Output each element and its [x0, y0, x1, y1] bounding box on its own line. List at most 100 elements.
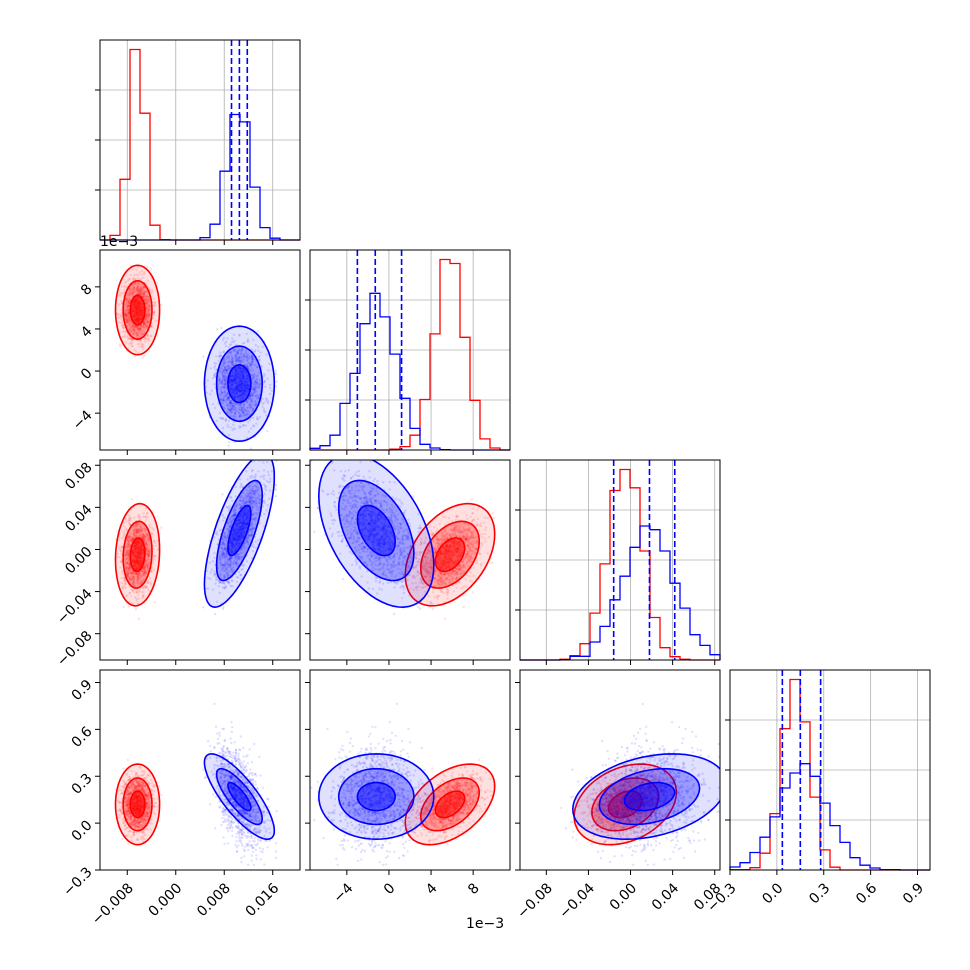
sample-point — [119, 315, 123, 319]
sample-point — [133, 348, 136, 351]
sample-point — [132, 314, 135, 318]
sample-point — [148, 307, 152, 311]
sample-point — [136, 318, 139, 321]
sample-point — [125, 319, 129, 323]
sample-point — [135, 334, 139, 337]
sample-point — [122, 605, 125, 609]
sample-point — [137, 316, 141, 320]
sample-point — [143, 292, 146, 295]
sample-point — [142, 322, 145, 325]
sample-point — [145, 296, 148, 299]
sample-point — [138, 307, 141, 310]
sample-point — [144, 299, 147, 302]
sample-point — [138, 326, 142, 329]
sample-point — [147, 300, 150, 303]
sample-point — [136, 286, 139, 289]
sample-point — [132, 313, 136, 316]
sample-point — [141, 286, 145, 289]
sample-point — [224, 390, 227, 394]
sample-point — [128, 323, 131, 327]
sample-point — [127, 304, 130, 307]
sample-point — [136, 311, 140, 314]
sample-point — [136, 313, 139, 317]
sample-point — [138, 310, 142, 313]
sample-point — [133, 315, 136, 319]
sample-point — [134, 288, 137, 291]
sample-point — [137, 315, 140, 319]
sample-point — [138, 288, 142, 292]
sample-point — [202, 355, 205, 358]
sample-point — [125, 321, 129, 324]
sample-point — [130, 329, 134, 333]
sample-point — [145, 311, 149, 314]
sample-point — [219, 387, 223, 390]
sample-point — [123, 284, 126, 288]
sample-point — [134, 301, 138, 304]
sample-point — [138, 273, 141, 276]
sample-point — [135, 310, 138, 313]
sample-point — [230, 357, 234, 361]
sample-point — [147, 308, 150, 311]
sample-point — [245, 413, 248, 416]
sample-point — [135, 306, 138, 309]
sample-point — [230, 404, 234, 407]
sample-point — [274, 385, 278, 388]
sample-point — [142, 293, 145, 296]
sample-point — [231, 404, 234, 407]
sample-point — [122, 288, 126, 292]
sample-point — [134, 607, 138, 611]
sample-point — [142, 320, 146, 323]
sample-point — [145, 317, 148, 321]
sample-point — [132, 312, 135, 315]
sample-point — [215, 355, 218, 358]
sample-point — [142, 322, 145, 325]
sample-point — [250, 391, 253, 395]
sample-point — [130, 325, 134, 329]
sample-point — [135, 305, 138, 308]
sample-point — [147, 299, 150, 303]
sample-point — [236, 360, 240, 363]
sample-point — [125, 321, 128, 324]
sample-point — [132, 304, 135, 307]
sample-point — [137, 318, 141, 321]
sample-point — [135, 319, 138, 323]
sample-point — [235, 376, 238, 379]
sample-point — [128, 323, 132, 326]
sample-point — [131, 292, 134, 295]
sample-point — [244, 385, 247, 388]
sample-point — [137, 309, 141, 312]
sample-point — [126, 319, 129, 323]
sample-point — [255, 416, 259, 419]
sample-point — [139, 332, 142, 335]
sample-point — [127, 322, 130, 326]
sample-point — [138, 306, 141, 309]
sample-point — [140, 291, 143, 295]
sample-point — [126, 312, 130, 315]
sample-point — [240, 375, 244, 378]
sample-point — [139, 310, 143, 313]
sample-point — [138, 301, 141, 305]
sample-point — [135, 318, 138, 322]
sample-point — [139, 308, 142, 311]
sample-point — [145, 301, 149, 305]
sample-point — [143, 285, 146, 289]
sample-point — [146, 300, 149, 303]
sample-point — [139, 312, 143, 315]
sample-point — [127, 321, 130, 324]
sample-point — [145, 325, 148, 328]
sample-point — [144, 295, 147, 298]
sample-point — [147, 318, 150, 321]
sample-point — [142, 348, 145, 351]
sample-point — [120, 321, 123, 325]
sample-point — [251, 356, 254, 359]
sample-point — [137, 320, 140, 323]
sample-point — [132, 314, 136, 318]
sample-point — [146, 320, 149, 323]
sample-point — [137, 266, 140, 269]
sample-point — [132, 315, 135, 319]
sample-point — [229, 375, 233, 378]
sample-point — [234, 388, 238, 391]
sample-point — [128, 289, 131, 292]
sample-point — [126, 314, 129, 317]
sample-point — [137, 308, 141, 311]
